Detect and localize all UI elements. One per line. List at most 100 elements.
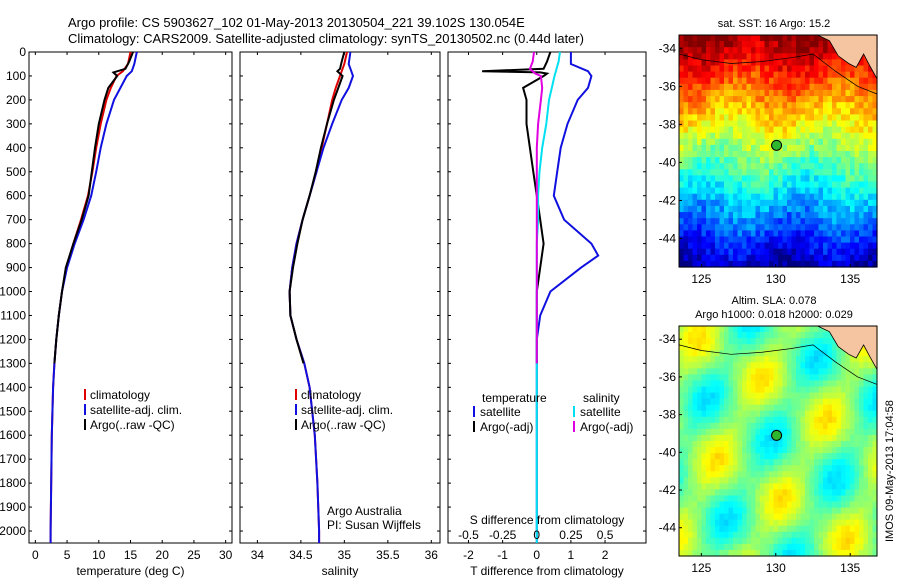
heatmap-cell [692,332,698,339]
heatmap-cell [755,338,761,345]
heatmap-cell [760,543,766,551]
heatmap-cell [800,477,806,484]
heatmap-cell [688,151,694,158]
heatmap-cell [715,404,721,412]
heatmap-cell [791,380,797,388]
heatmap-cell [764,326,770,333]
heatmap-cell [841,230,847,238]
heatmap-cell [805,392,811,400]
heatmap-cell [818,404,824,412]
heatmap-cell [850,144,856,152]
heatmap-cell [800,181,806,189]
y-tick-label: 100 [6,69,26,83]
heatmap-cell [692,254,698,262]
heatmap-cell [841,501,847,509]
y-tick-label: 0 [19,45,26,59]
heatmap-cell [800,77,806,85]
heatmap-cell [706,495,712,503]
heatmap-cell [805,513,811,521]
heatmap-cell [769,398,775,406]
heatmap-cell [800,537,806,545]
heatmap-cell [863,102,869,109]
y-tick-label: 1500 [0,404,26,418]
heatmap-cell [728,65,734,73]
heatmap-cell [683,543,689,551]
heatmap-cell [841,477,847,484]
heatmap-cell [746,242,752,250]
heatmap-cell [796,441,802,448]
heatmap-cell [872,254,878,262]
heatmap-cell [692,344,698,351]
heatmap-cell [692,132,698,140]
heatmap-cell [688,447,694,454]
heatmap-cell [683,332,689,339]
heatmap-cell [836,549,842,557]
heatmap-cell [701,108,707,115]
heatmap-cell [742,344,748,351]
heatmap-cell [701,380,707,388]
heatmap-cell [724,242,730,250]
heatmap-cell [782,344,788,351]
heatmap-cell [800,416,806,424]
heatmap-cell [760,326,766,333]
heatmap-cell [818,332,824,339]
heatmap-cell [751,537,757,545]
heatmap-cell [733,356,739,363]
heatmap-cell [701,224,707,231]
heatmap-cell [805,531,811,539]
heatmap-cell [688,380,694,388]
heatmap-cell [746,89,752,97]
heatmap-cell [818,416,824,424]
heatmap-cell [832,350,838,357]
heatmap-cell [679,422,685,430]
heatmap-cell [782,380,788,388]
heatmap-cell [688,224,694,231]
heatmap-cell [760,477,766,484]
temperature-profile-panel: 0100200300400500600700800900100011001200… [0,45,233,578]
heatmap-cell [683,471,689,478]
heatmap-cell [755,71,761,79]
heatmap-cell [733,132,739,140]
heatmap-cell [778,483,784,491]
heatmap-cell [814,35,820,42]
heatmap-cell [697,428,703,436]
heatmap-cell [809,350,815,357]
heatmap-cell [791,392,797,400]
heatmap-cell [683,513,689,521]
x-tick-label: 34.5 [289,548,313,562]
heatmap-cell [854,434,860,442]
heatmap-cell [818,549,824,557]
heatmap-cell [733,175,739,183]
heatmap-cell [791,77,797,85]
heatmap-cell [697,332,703,339]
heatmap-cell [773,212,779,219]
heatmap-cell [841,260,847,268]
heatmap-cell [683,96,689,103]
heatmap-cell [755,513,761,521]
heatmap-cell [760,386,766,394]
heatmap-cell [791,386,797,394]
heatmap-cell [809,338,815,345]
heatmap-cell [710,96,716,103]
heatmap-cell [755,151,761,158]
heatmap-cell [841,236,847,244]
heatmap-cell [688,242,694,250]
heatmap-cell [742,205,748,213]
heatmap-cell [764,169,770,176]
heatmap-cell [724,380,730,388]
heatmap-cell [863,77,869,85]
heatmap-cell [719,126,725,134]
heatmap-cell [823,47,829,54]
heatmap-cell [823,248,829,256]
heatmap-cell [778,193,784,201]
heatmap-cell [715,224,721,231]
heatmap-cell [782,35,788,42]
heatmap-cell [728,83,734,91]
heatmap-cell [751,187,757,195]
heatmap-cell [836,83,842,91]
heatmap-cell [733,65,739,73]
heatmap-cell [706,41,712,48]
heatmap-cell [823,386,829,394]
heatmap-cell [692,187,698,195]
heatmap-cell [814,163,820,170]
